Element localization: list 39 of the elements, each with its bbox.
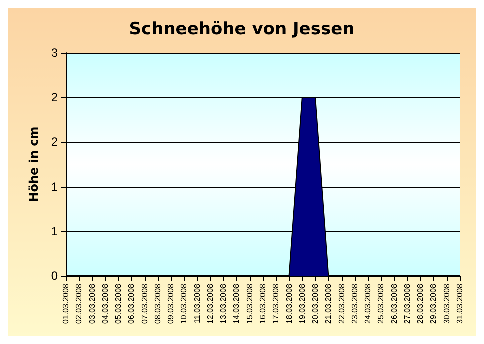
x-tick-label: 04.03.2008 <box>100 283 110 324</box>
x-tick-label: 12.03.2008 <box>206 283 215 324</box>
x-tick-label: 20.03.2008 <box>311 283 320 324</box>
x-tick-label: 23.03.2008 <box>350 283 360 324</box>
x-tick-label: 28.03.2008 <box>416 283 426 324</box>
x-tick-label: 07.03.2008 <box>140 283 150 324</box>
x-tick-label: 22.03.2008 <box>337 283 346 324</box>
x-tick-label: 18.03.2008 <box>284 283 294 324</box>
x-tick-label: 16.03.2008 <box>258 283 268 324</box>
x-tick-label: 13.03.2008 <box>219 283 228 324</box>
x-tick-label: 17.03.2008 <box>272 283 281 324</box>
x-tick-label: 26.03.2008 <box>390 283 399 324</box>
x-tick-label: 19.03.2008 <box>298 283 307 324</box>
chart-title: Schneehöhe von Jessen <box>129 20 355 40</box>
x-tick-label: 05.03.2008 <box>114 283 124 324</box>
x-tick-label: 03.03.2008 <box>88 283 97 324</box>
x-tick-label: 06.03.2008 <box>127 283 136 324</box>
x-tick-label: 14.03.2008 <box>232 283 242 324</box>
x-tick-label: 27.03.2008 <box>402 283 412 324</box>
x-tick-label: 31.03.2008 <box>456 283 464 324</box>
y-tick-label: 2 <box>51 90 58 105</box>
y-axis-title: Höhe in cm <box>27 126 41 202</box>
x-tick-label: 10.03.2008 <box>180 283 189 324</box>
x-tick-label: 24.03.2008 <box>364 283 373 324</box>
x-tick-label: 08.03.2008 <box>153 283 162 324</box>
x-tick-label: 30.03.2008 <box>442 283 452 324</box>
y-tick-label: 1 <box>51 180 58 194</box>
x-tick-label: 01.03.2008 <box>62 283 70 324</box>
x-tick-label: 25.03.2008 <box>376 283 386 324</box>
x-tick-label: 21.03.2008 <box>324 283 334 324</box>
y-tick-label: 3 <box>51 46 58 60</box>
x-tick-label: 11.03.2008 <box>192 283 202 324</box>
y-tick-label: 0 <box>51 269 58 283</box>
y-tick-label: 1 <box>51 224 58 238</box>
x-tick-label: 29.03.2008 <box>429 283 438 324</box>
x-tick-label: 09.03.2008 <box>166 283 176 324</box>
x-tick-label: 02.03.2008 <box>74 283 84 324</box>
y-tick-label: 2 <box>51 135 58 150</box>
x-tick-label: 15.03.2008 <box>245 283 254 324</box>
